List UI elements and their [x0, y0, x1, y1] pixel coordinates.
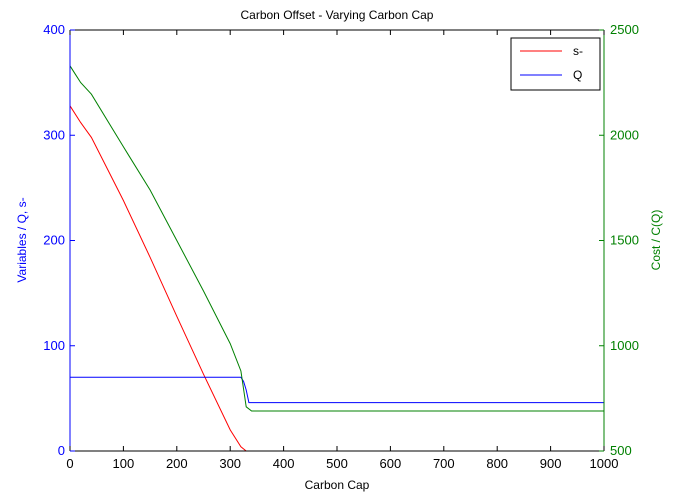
left-y-tick-label: 400: [43, 22, 65, 37]
x-tick-label: 300: [219, 456, 241, 471]
legend-box: [510, 37, 601, 91]
series-line-0-s: [69, 105, 604, 452]
legend-label-q: Q: [573, 68, 582, 82]
series-line-1-q: [70, 376, 604, 404]
left-y-tick-label: 0: [58, 443, 65, 458]
left-y-axis-label: Variables / Q, s-: [15, 197, 29, 282]
x-tick-label: 900: [540, 456, 562, 471]
left-y-tick-label: 100: [43, 338, 65, 353]
x-tick-label: 200: [166, 456, 188, 471]
x-tick-label: 1000: [590, 456, 619, 471]
legend: s- Q: [510, 37, 601, 91]
x-tick-label: 700: [433, 456, 455, 471]
x-tick-label: 400: [273, 456, 295, 471]
plot-area: [70, 30, 604, 451]
x-tick-label: 0: [66, 456, 73, 471]
series-line-2-cost: [69, 65, 604, 412]
right-y-tick-label: 1000: [610, 338, 639, 353]
legend-label-s-minus: s-: [573, 44, 583, 58]
x-tick-label: 500: [326, 456, 348, 471]
left-y-tick-label: 200: [43, 233, 65, 248]
right-y-tick-label: 1500: [610, 233, 639, 248]
right-y-tick-label: 2500: [610, 22, 639, 37]
chart-title: Carbon Offset - Varying Carbon Cap: [241, 8, 434, 22]
right-y-tick-label: 2000: [610, 127, 639, 142]
x-tick-label: 800: [486, 456, 508, 471]
series-layer: [69, 65, 604, 452]
tick-layer: 0 100 200 300 400 500 600 700 800 900 1000 0 100 200 3…: [43, 22, 639, 471]
x-tick-label: 600: [380, 456, 402, 471]
x-axis-label: Carbon Cap: [305, 478, 370, 492]
right-y-axis-label: Cost / C(Q): [649, 210, 663, 271]
x-tick-label: 100: [113, 456, 135, 471]
right-y-tick-label: 500: [610, 443, 632, 458]
left-y-tick-label: 300: [43, 127, 65, 142]
